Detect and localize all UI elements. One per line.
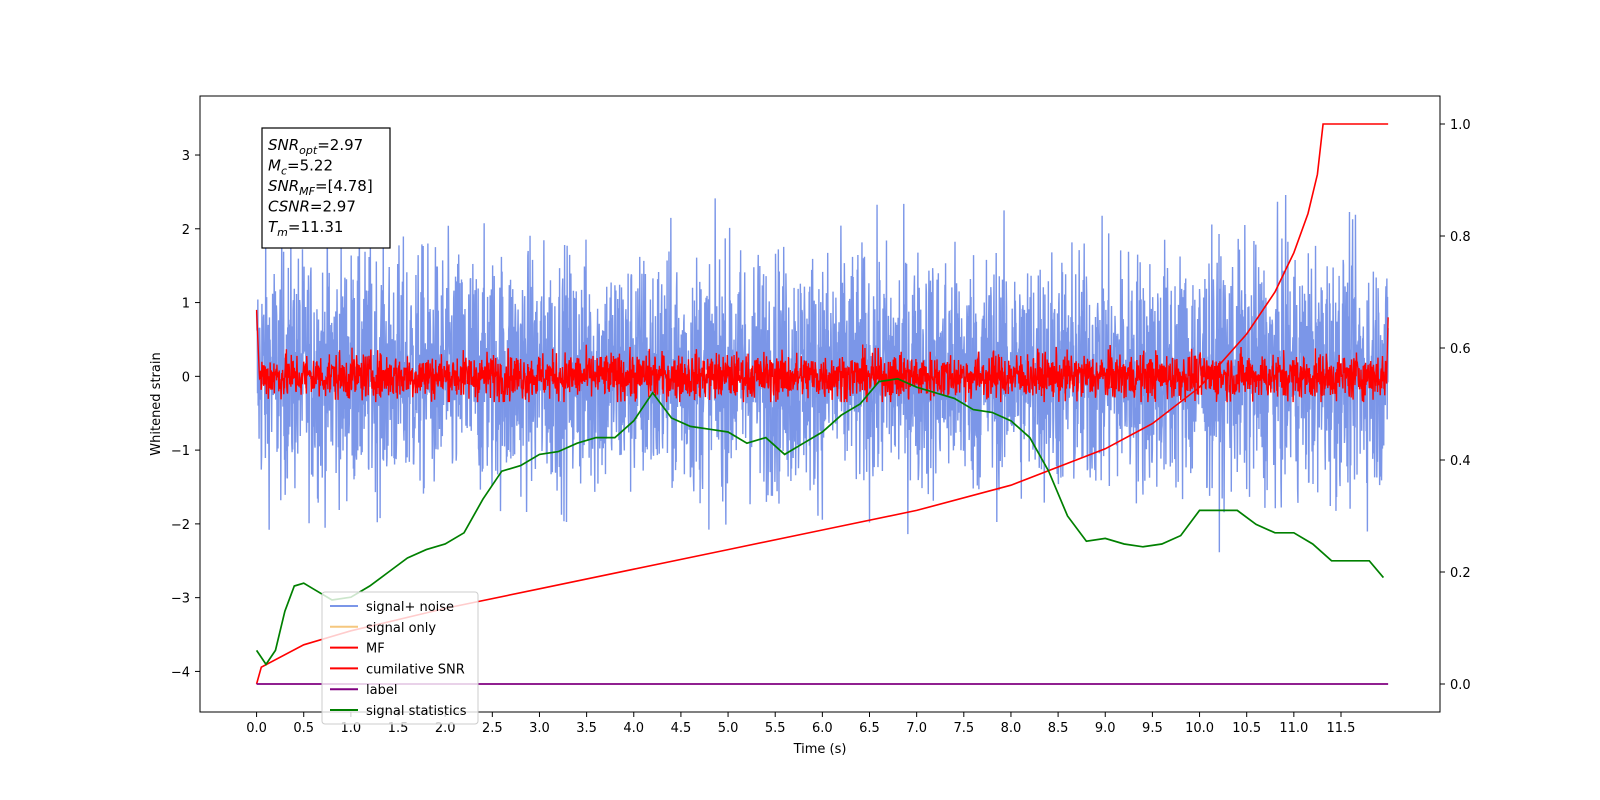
x-axis-label: Time (s): [793, 742, 847, 757]
legend-label: label: [366, 683, 397, 698]
x-tick-label: 4.0: [623, 721, 644, 736]
legend: signal+ noise signal only MF cumilative SNR…: [321, 591, 479, 725]
x-tick-label: 1.0: [341, 721, 362, 736]
y-axis-right: 0.0 0.2 0.4 0.6 0.8 1.0: [1440, 118, 1471, 693]
legend-label: signal statistics: [366, 704, 467, 719]
annotation-line: SNRopt=2.97: [268, 136, 363, 157]
x-tick-label: 0.5: [293, 721, 314, 736]
annotation-line: Tm=11.31: [268, 218, 343, 239]
legend-label: MF: [366, 642, 385, 657]
annotation-line: Mc=5.22: [268, 157, 333, 178]
x-tick-label: 9.5: [1142, 721, 1163, 736]
y-right-tick-label: 0.6: [1450, 342, 1471, 357]
legend-label: cumilative SNR: [366, 662, 465, 677]
y-tick-label: 2: [182, 223, 190, 238]
x-tick-label: 5.5: [765, 721, 786, 736]
plot-frame: [199, 95, 1441, 713]
legend-label: signal only: [366, 621, 436, 636]
y-tick-label: −4: [171, 665, 190, 680]
y-tick-label: −1: [171, 444, 190, 459]
legend-label: signal+ noise: [366, 600, 454, 615]
x-tick-label: 2.5: [482, 721, 503, 736]
y-tick-label: 3: [182, 149, 190, 164]
x-tick-label: 0.0: [246, 721, 267, 736]
legend-frame: [321, 591, 479, 725]
y-tick-label: −3: [171, 592, 190, 607]
y-tick-label: 1: [182, 297, 190, 312]
x-axis: 0.0 0.5 1.0 1.5 2.0 2.5 3.0 3.5 4.0 4.5 5.0 5.5 6.0 6…: [246, 712, 1355, 736]
x-tick-label: 6.5: [859, 721, 880, 736]
y-tick-label: −2: [171, 518, 190, 533]
x-tick-label: 8.0: [1001, 721, 1022, 736]
y-right-tick-label: 0.4: [1450, 454, 1471, 469]
x-tick-label: 10.5: [1232, 721, 1261, 736]
annotation-line: CSNR=2.97: [268, 198, 356, 216]
x-tick-label: 3.0: [529, 721, 550, 736]
x-tick-label: 6.0: [812, 721, 833, 736]
x-tick-label: 4.5: [671, 721, 692, 736]
x-tick-label: 2.0: [435, 721, 456, 736]
y-right-tick-label: 0.8: [1450, 230, 1471, 245]
y-tick-label: 0: [182, 370, 190, 385]
y-axis-label: Whitened strain: [149, 352, 164, 455]
annotation-frame: [261, 127, 391, 249]
x-tick-label: 7.5: [953, 721, 974, 736]
annotation-line: SNRMF=[4.78]: [268, 177, 373, 198]
x-tick-label: 11.5: [1327, 721, 1356, 736]
y-axis-left: −4 −3 −2 −1 0 1 2 3: [171, 149, 200, 680]
y-right-tick-label: 1.0: [1450, 118, 1471, 133]
x-tick-label: 7.0: [906, 721, 927, 736]
x-tick-label: 11.0: [1279, 721, 1308, 736]
x-tick-label: 10.0: [1185, 721, 1214, 736]
x-tick-label: 5.0: [718, 721, 739, 736]
x-tick-label: 1.5: [388, 721, 409, 736]
series-mf: [255, 309, 1389, 403]
x-tick-label: 3.5: [576, 721, 597, 736]
y-right-tick-label: 0.0: [1450, 678, 1471, 693]
x-tick-label: 8.5: [1048, 721, 1069, 736]
x-tick-label: 9.0: [1095, 721, 1116, 736]
y-right-tick-label: 0.2: [1450, 566, 1471, 581]
series-signal-statistics: [255, 377, 1385, 666]
